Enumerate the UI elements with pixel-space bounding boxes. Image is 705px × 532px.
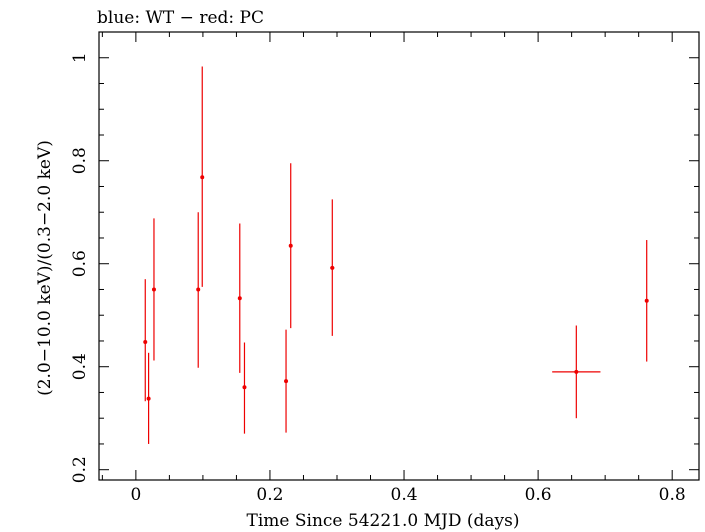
point-marker xyxy=(284,379,289,384)
data-point xyxy=(146,352,151,444)
point-marker xyxy=(237,296,242,301)
point-marker xyxy=(151,287,156,292)
data-point xyxy=(151,218,156,361)
point-marker xyxy=(200,175,205,180)
data-point xyxy=(196,212,201,368)
point-marker xyxy=(330,265,335,270)
data-point xyxy=(644,240,649,362)
chart-title: blue: WT − red: PC xyxy=(97,8,264,28)
data-point xyxy=(330,199,335,336)
plot-frame xyxy=(98,31,700,481)
y-tick-label: 0.2 xyxy=(70,456,90,483)
y-tick-label: 0.8 xyxy=(70,147,90,174)
x-tick-label: 0.4 xyxy=(391,485,418,505)
data-points xyxy=(143,66,649,444)
point-marker xyxy=(143,339,148,344)
data-point xyxy=(237,223,242,373)
x-axis-label: Time Since 54221.0 MJD (days) xyxy=(247,511,520,531)
y-axis-label: (2.0−10.0 keV)/(0.3−2.0 keV) xyxy=(35,140,55,396)
point-marker xyxy=(146,396,151,401)
axis-ticks: 0 0.2 0.4 0.6 0.8 0.2 0.4 0.6 0.8 1 xyxy=(70,31,699,505)
data-point xyxy=(552,325,601,419)
x-tick-label: 0 xyxy=(130,485,141,505)
point-marker xyxy=(644,298,649,303)
x-tick-label: 0.2 xyxy=(256,485,283,505)
point-marker xyxy=(242,385,247,390)
data-point xyxy=(284,329,289,433)
y-tick-label: 0.4 xyxy=(70,353,90,380)
y-tick-label: 0.6 xyxy=(70,250,90,277)
x-tick-label: 0.6 xyxy=(525,485,552,505)
data-point xyxy=(143,279,148,402)
point-marker xyxy=(288,243,293,248)
x-tick-label: 0.8 xyxy=(659,485,686,505)
point-marker xyxy=(196,287,201,292)
data-point xyxy=(288,163,293,329)
data-point xyxy=(200,66,205,287)
point-marker xyxy=(574,369,579,374)
data-point xyxy=(242,342,247,434)
y-tick-label: 1 xyxy=(70,52,90,63)
